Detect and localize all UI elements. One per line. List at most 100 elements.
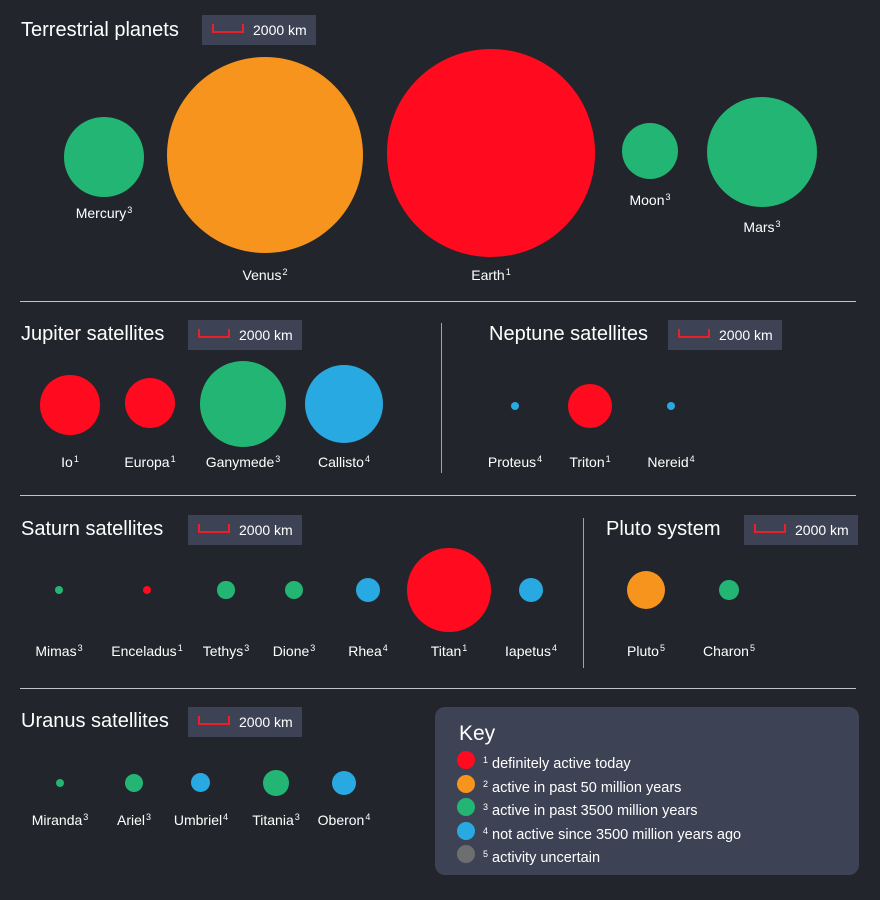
body-name: Umbriel (173, 812, 223, 828)
body-io (40, 375, 100, 435)
body-label-titania: Titania3 (252, 812, 300, 828)
body-name: Moon (629, 192, 665, 208)
body-label-ganymede: Ganymede3 (206, 454, 281, 470)
body-label-enceladus: Enceladus1 (111, 643, 182, 659)
body-label-triton: Triton1 (569, 454, 610, 470)
scale-bar-terrestrial: 2000 km (202, 15, 316, 45)
body-name: Charon (703, 643, 749, 659)
body-label-moon: Moon3 (629, 192, 670, 208)
body-venus (166, 56, 364, 254)
key-item-label: active in past 50 million years (492, 779, 682, 796)
body-name: Iapetus (505, 643, 551, 659)
key-item-text: 3 active in past 3500 million years (483, 798, 698, 820)
divider (20, 301, 856, 302)
body-name: Io (61, 454, 73, 470)
footnote-marker: 1 (73, 454, 79, 464)
body-name: Tethys (202, 643, 244, 659)
body-dione (284, 580, 304, 600)
body-name: Mimas (35, 643, 77, 659)
body-oberon (331, 770, 357, 796)
section-title-pluto: Pluto system (606, 518, 721, 540)
body-name: Callisto (318, 454, 364, 470)
scale-label: 2000 km (719, 327, 773, 343)
body-name: Mars (743, 219, 775, 235)
body-ganymede (200, 361, 286, 447)
footnote-marker: 3 (665, 192, 671, 202)
scale-bracket-icon (198, 329, 230, 338)
scale-label: 2000 km (795, 522, 849, 538)
body-name: Mercury (75, 205, 127, 221)
key-swatch-icon (457, 845, 475, 863)
body-name: Europa (124, 454, 170, 470)
section-title-uranus: Uranus satellites (21, 710, 169, 732)
body-label-dione: Dione3 (273, 643, 316, 659)
key-item-label: active in past 3500 million years (492, 803, 698, 819)
scale-label: 2000 km (239, 714, 293, 730)
scale-label: 2000 km (239, 522, 293, 538)
divider (441, 323, 442, 473)
body-mercury (64, 117, 144, 197)
scale-bracket-icon (198, 524, 230, 533)
body-label-earth: Earth1 (471, 267, 510, 283)
body-name: Ariel (116, 812, 145, 828)
body-ariel (124, 773, 144, 793)
key-item-label: activity uncertain (492, 850, 601, 866)
body-label-callisto: Callisto4 (318, 454, 370, 470)
scale-bar-neptune: 2000 km (668, 320, 782, 350)
footnote-marker: 5 (659, 643, 665, 653)
body-label-charon: Charon5 (703, 643, 755, 659)
footnote-marker: 4 (382, 643, 388, 653)
footnote-marker: 4 (364, 454, 370, 464)
body-label-nereid: Nereid4 (647, 454, 694, 470)
scale-bar-jupiter: 2000 km (188, 320, 302, 350)
footnote-marker: 4 (689, 454, 695, 464)
footnote-marker: 4 (365, 812, 371, 822)
body-label-umbriel: Umbriel4 (174, 812, 228, 828)
body-callisto (304, 364, 384, 444)
body-label-oberon: Oberon4 (318, 812, 371, 828)
body-label-iapetus: Iapetus4 (505, 643, 557, 659)
footnote-marker: 1 (462, 643, 468, 653)
body-triton (567, 383, 612, 428)
key-swatch-icon (457, 774, 475, 793)
body-pluto (626, 570, 666, 610)
body-label-pluto: Pluto5 (627, 643, 665, 659)
body-label-mars: Mars3 (743, 219, 780, 235)
body-enceladus (142, 585, 152, 595)
footnote-marker: 3 (310, 643, 316, 653)
key-item-text: 2 active in past 50 million years (483, 775, 681, 797)
body-label-tethys: Tethys3 (203, 643, 249, 659)
body-moon (621, 122, 679, 180)
body-name: Enceladus (111, 643, 177, 659)
scale-bracket-icon (754, 524, 786, 533)
body-label-mimas: Mimas3 (35, 643, 82, 659)
footnote-marker: 1 (177, 643, 183, 653)
body-label-venus: Venus2 (243, 267, 288, 283)
body-name: Rhea (348, 643, 382, 659)
body-name: Venus (242, 267, 282, 283)
body-name: Pluto (627, 643, 659, 659)
body-label-titan: Titan1 (431, 643, 468, 659)
key-item-text: 5 activity uncertain (483, 845, 600, 867)
body-europa (124, 377, 176, 429)
body-label-ariel: Ariel3 (117, 812, 151, 828)
body-name: Earth (471, 267, 505, 283)
key-title: Key (459, 722, 496, 745)
divider (583, 518, 584, 668)
section-title-terrestrial: Terrestrial planets (21, 19, 179, 41)
key-item-text: 4 not active since 3500 million years ago (483, 822, 741, 844)
footnote-marker: 4 (551, 643, 557, 653)
body-umbriel (191, 773, 211, 793)
scale-bracket-icon (678, 329, 710, 338)
body-label-proteus: Proteus4 (488, 454, 542, 470)
scale-bar-saturn: 2000 km (188, 515, 302, 545)
footnote-marker: 3 (294, 812, 300, 822)
body-label-rhea: Rhea4 (348, 643, 387, 659)
scale-label: 2000 km (239, 327, 293, 343)
body-proteus (511, 402, 519, 410)
body-iapetus (519, 578, 543, 602)
body-name: Nereid (647, 454, 689, 470)
body-label-europa: Europa1 (124, 454, 175, 470)
key-panel: Key 1 definitely active today 2 active in p… (435, 707, 859, 875)
footnote-marker: 1 (483, 755, 489, 765)
